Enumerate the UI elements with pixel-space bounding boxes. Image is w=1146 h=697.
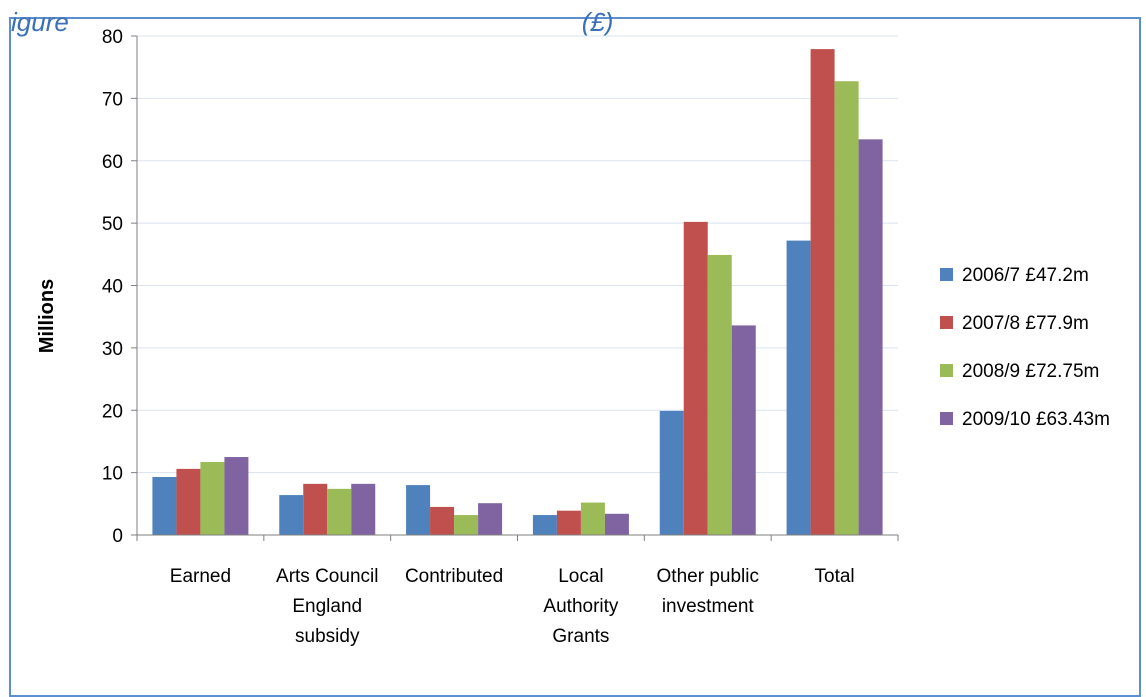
bar (683, 221, 708, 535)
bar (580, 502, 605, 535)
figure-caption: igure (£) (11, 7, 614, 37)
bar (351, 483, 376, 535)
legend-label: 2007/8 £77.9m (962, 313, 1089, 334)
bar (224, 457, 249, 535)
bar (454, 515, 479, 535)
bars (152, 49, 883, 536)
y-tick-label: 70 (102, 89, 123, 110)
x-category-label: Other public investment (657, 566, 759, 617)
x-category-label: Local Authority Grants (543, 566, 618, 647)
bar (200, 462, 225, 535)
bar (604, 513, 629, 535)
bar (152, 476, 177, 535)
x-category-label: Earned (170, 566, 231, 587)
legend-label: 2006/7 £47.2m (962, 265, 1089, 286)
axes (131, 35, 899, 541)
y-tick-labels: 0 10 20 30 40 50 60 70 80 (102, 27, 123, 547)
y-tick-label: 30 (102, 339, 123, 360)
bar (707, 254, 732, 535)
bar (731, 325, 756, 535)
x-category-label: Contributed (405, 566, 503, 587)
legend-swatch (940, 316, 953, 329)
bar (478, 503, 503, 535)
y-axis-label: Millions (36, 279, 58, 353)
bar (659, 410, 684, 535)
gridlines (137, 35, 898, 474)
x-category-label: Arts Council England subsidy (276, 566, 378, 647)
bar (556, 510, 581, 535)
y-tick-label: 20 (102, 401, 123, 422)
legend-label: 2008/9 £72.75m (962, 361, 1099, 382)
legend-swatch (940, 412, 953, 425)
chart-frame: igure (£) (9, 7, 1141, 697)
y-tick-label: 10 (102, 464, 123, 485)
x-category-label: Total (815, 566, 855, 587)
bar (810, 49, 835, 535)
bar (834, 81, 859, 536)
legend: 2006/7 £47.2m 2007/8 £77.9m 2008/9 £72.75m… (940, 265, 1110, 430)
bar (303, 483, 328, 535)
bar-chart: 0 10 20 30 40 50 60 70 80 Earned Arts Council Engl… (36, 27, 1110, 647)
legend-swatch (940, 268, 953, 281)
bar (327, 488, 352, 535)
bar (279, 495, 304, 535)
bar (532, 515, 557, 535)
bar (176, 468, 201, 535)
y-tick-label: 60 (102, 152, 123, 173)
legend-label: 2009/10 £63.43m (962, 409, 1110, 430)
y-tick-label: 50 (102, 214, 123, 235)
bar (430, 506, 455, 535)
bar (786, 240, 811, 535)
y-tick-label: 80 (102, 27, 123, 48)
bar (406, 485, 431, 535)
y-tick-label: 40 (102, 277, 123, 298)
y-tick-label: 0 (112, 526, 123, 547)
x-category-labels: Earned Arts Council England subsidy Contribu… (170, 566, 855, 647)
legend-swatch (940, 364, 953, 377)
bar (858, 139, 883, 535)
